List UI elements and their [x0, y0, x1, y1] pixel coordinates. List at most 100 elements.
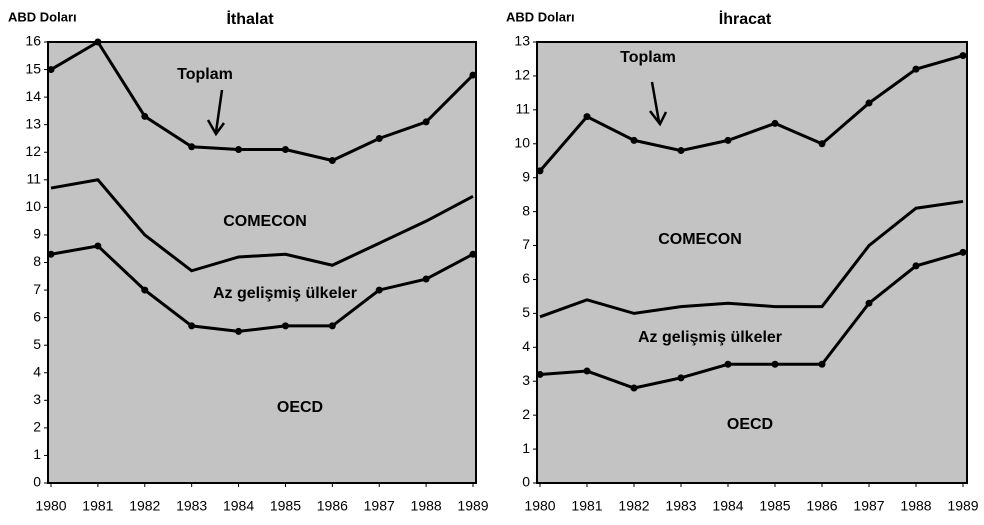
series-label: OECD: [727, 416, 773, 433]
data-point: [677, 374, 685, 382]
series-label: COMECON: [658, 231, 742, 248]
x-tick-label: 1983: [176, 498, 207, 514]
x-tick-label: 1982: [618, 498, 649, 514]
y-tick-label: 15: [25, 60, 41, 76]
y-tick-label: 8: [522, 202, 530, 218]
data-point: [583, 367, 591, 375]
data-point: [94, 242, 102, 250]
x-tick-label: 1987: [364, 498, 395, 514]
x-tick-label: 1981: [571, 498, 602, 514]
data-point: [141, 112, 149, 120]
x-tick-label: 1982: [129, 498, 160, 514]
data-point: [536, 167, 544, 175]
y-tick-label: 14: [25, 88, 41, 104]
y-axis-label: ABD Doları: [506, 9, 575, 24]
data-point: [141, 286, 149, 294]
data-point: [912, 262, 920, 270]
data-point: [281, 145, 289, 153]
data-point: [375, 134, 383, 142]
y-tick-label: 9: [33, 226, 41, 242]
x-tick-label: 1987: [853, 498, 884, 514]
data-point: [677, 147, 685, 155]
series-line: [50, 178, 474, 273]
y-tick-label: 0: [33, 474, 41, 490]
series-label: OECD: [277, 399, 323, 416]
y-tick-label: 5: [33, 336, 41, 352]
data-point: [959, 248, 967, 256]
y-tick-label: 2: [522, 406, 530, 422]
data-point: [422, 275, 430, 283]
x-tick-label: 1984: [223, 498, 254, 514]
y-tick-label: 10: [514, 134, 530, 150]
data-point: [865, 99, 873, 107]
y-tick-label: 8: [33, 253, 41, 269]
data-point: [188, 143, 196, 151]
y-tick-label: 3: [522, 372, 530, 388]
y-tick-label: 11: [515, 101, 530, 117]
y-tick-label: 3: [33, 391, 41, 407]
annotation: Toplam: [620, 49, 676, 66]
x-tick-label: 1984: [712, 498, 743, 514]
data-point: [724, 360, 732, 368]
y-tick-label: 4: [522, 338, 530, 354]
data-point: [771, 119, 779, 127]
data-point: [47, 66, 55, 74]
data-point: [724, 136, 732, 144]
y-tick-label: 16: [25, 33, 41, 49]
data-point: [47, 250, 55, 258]
y-tick-label: 12: [25, 143, 41, 159]
data-point: [959, 52, 967, 60]
data-point: [818, 140, 826, 148]
x-tick-label: 1985: [759, 498, 790, 514]
data-point: [469, 250, 477, 258]
y-tick-label: 5: [522, 304, 530, 320]
data-point: [536, 370, 544, 378]
data-point: [94, 38, 102, 46]
plot-area: [536, 41, 968, 484]
y-tick-label: 1: [33, 446, 41, 462]
data-point: [235, 145, 243, 153]
data-point: [235, 327, 243, 335]
data-point: [328, 322, 336, 330]
y-tick-label: 0: [522, 474, 530, 490]
x-tick-label: 1981: [82, 498, 113, 514]
data-point: [328, 157, 336, 165]
annotation: Toplam: [177, 66, 233, 83]
annotation-arrow: [206, 89, 226, 137]
plot-area: [47, 41, 477, 484]
data-point: [583, 113, 591, 121]
data-point: [630, 136, 638, 144]
x-tick-label: 1980: [35, 498, 66, 514]
data-point: [188, 322, 196, 330]
series-label: Az gelişmiş ülkeler: [213, 285, 357, 302]
annotation-arrow: [649, 81, 668, 127]
data-point: [375, 286, 383, 294]
y-tick-label: 10: [25, 198, 41, 214]
x-tick-label: 1983: [665, 498, 696, 514]
x-tick-label: 1980: [524, 498, 555, 514]
x-tick-label: 1986: [317, 498, 348, 514]
series-line: [539, 250, 964, 390]
y-tick-label: 1: [522, 440, 530, 456]
data-point: [912, 65, 920, 73]
y-tick-label: 13: [25, 115, 41, 131]
x-tick-label: 1986: [806, 498, 837, 514]
series-line: [50, 244, 474, 333]
data-point: [630, 384, 638, 392]
series-line: [539, 199, 964, 319]
x-tick-label: 1988: [411, 498, 442, 514]
y-tick-label: 7: [522, 236, 530, 252]
data-point: [818, 360, 826, 368]
data-point: [771, 360, 779, 368]
x-tick-label: 1985: [270, 498, 301, 514]
x-tick-label: 1988: [900, 498, 931, 514]
chart-title: İhracat: [719, 10, 772, 28]
data-point: [281, 322, 289, 330]
y-tick-label: 7: [33, 281, 41, 297]
x-tick-label: 1989: [947, 498, 978, 514]
series-line: [538, 54, 964, 172]
y-tick-label: 13: [514, 33, 530, 49]
y-axis-label: ABD Doları: [8, 9, 77, 24]
series-line: [50, 39, 475, 163]
